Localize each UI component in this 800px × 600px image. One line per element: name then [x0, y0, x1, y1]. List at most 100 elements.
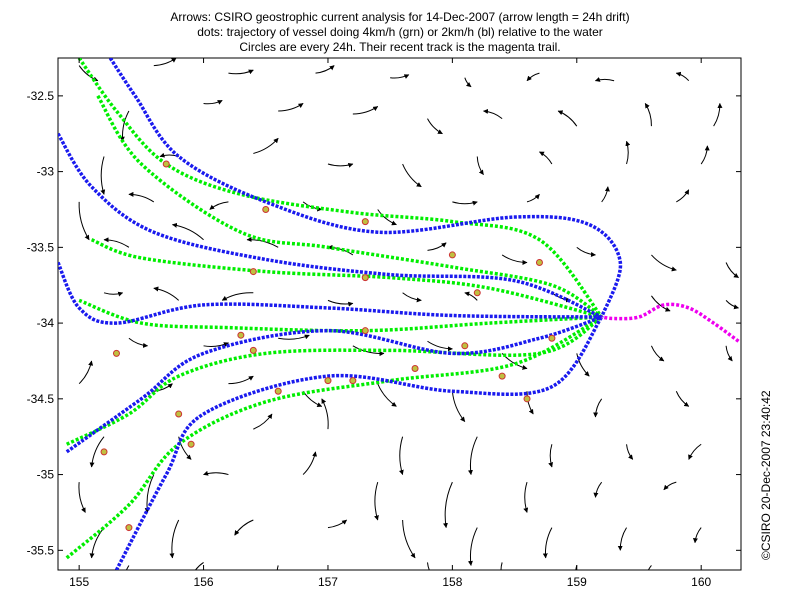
- y-tick-label: -33: [37, 165, 55, 179]
- current-arrow: [593, 481, 603, 498]
- day-marker: [361, 327, 369, 335]
- day-marker: [523, 395, 531, 403]
- slow-track: [58, 132, 603, 319]
- current-arrow: [576, 246, 596, 257]
- current-arrow: [203, 99, 223, 105]
- current-arrow: [725, 345, 733, 362]
- current-arrow: [464, 291, 478, 301]
- day-marker: [112, 349, 120, 357]
- y-tick-label: -32.5: [27, 89, 55, 103]
- current-arrow: [675, 71, 690, 82]
- current-arrow: [594, 77, 615, 82]
- day-marker: [100, 448, 108, 456]
- current-arrow: [327, 162, 354, 168]
- current-arrows: [78, 58, 739, 570]
- current-arrow: [464, 77, 472, 88]
- x-tick-label: 160: [691, 575, 711, 589]
- current-arrow: [688, 443, 702, 460]
- current-arrow: [203, 342, 229, 347]
- current-arrow: [725, 262, 739, 279]
- current-arrow: [675, 391, 690, 407]
- day-marker: [498, 372, 506, 380]
- current-arrow: [663, 481, 677, 491]
- current-arrow: [103, 237, 130, 248]
- current-arrow: [315, 65, 335, 74]
- current-arrow: [253, 413, 273, 430]
- day-marker: [448, 251, 456, 259]
- current-arrow: [276, 565, 279, 570]
- current-arrow: [601, 186, 610, 203]
- current-arrow: [501, 254, 528, 265]
- current-arrow: [153, 58, 177, 67]
- current-arrow: [617, 527, 627, 551]
- current-arrow: [128, 337, 149, 348]
- current-arrow: [103, 291, 124, 297]
- current-arrow: [209, 201, 229, 210]
- day-marker: [175, 410, 183, 418]
- current-arrow: [625, 140, 631, 165]
- current-arrow: [644, 103, 652, 127]
- current-arrow: [650, 345, 665, 362]
- title-line-1: Arrows: CSIRO geostrophic current analys…: [170, 10, 630, 24]
- current-arrow: [169, 519, 180, 559]
- title-line-2: dots: trajectory of vessel doing 4km/h (…: [197, 25, 603, 39]
- x-tick-label: 157: [318, 575, 338, 589]
- current-arrow: [427, 242, 447, 251]
- current-arrow: [526, 193, 540, 203]
- recent-track: [601, 302, 740, 343]
- current-arrow: [278, 103, 304, 112]
- current-arrow: [171, 222, 204, 241]
- current-arrow: [194, 562, 204, 570]
- current-arrow: [78, 201, 90, 241]
- day-marker: [249, 268, 257, 276]
- current-arrow: [221, 292, 254, 301]
- fast-track: [96, 94, 603, 319]
- day-marker: [461, 342, 469, 350]
- current-arrow: [89, 436, 105, 468]
- plot-area: 155 156 157 158 159 160 -32.5 -33 -33.5 -34 -34.5…: [27, 57, 742, 589]
- current-arrow: [327, 519, 348, 529]
- current-arrow: [467, 436, 478, 476]
- day-marker: [473, 289, 481, 297]
- current-arrow: [476, 156, 484, 176]
- current-arrow: [153, 383, 173, 392]
- fast-track: [65, 315, 603, 446]
- day-marker: [162, 160, 170, 168]
- current-arrow: [542, 527, 553, 559]
- current-arrow: [402, 163, 422, 188]
- current-arrow: [125, 565, 130, 570]
- current-arrow: [427, 118, 443, 135]
- chart-title: Arrows: CSIRO geostrophic current analys…: [0, 10, 800, 55]
- current-arrow: [725, 300, 739, 310]
- current-arrow: [78, 482, 86, 513]
- y-axis: -32.5 -33 -33.5 -34 -34.5 -35 -35.5: [27, 89, 741, 557]
- current-arrow: [352, 345, 385, 357]
- current-arrow: [119, 110, 130, 142]
- fast-track: [65, 315, 603, 560]
- day-marker: [361, 274, 369, 282]
- current-arrow: [377, 383, 397, 407]
- current-arrow: [321, 398, 329, 430]
- current-arrow: [467, 527, 478, 566]
- current-arrow: [327, 299, 354, 307]
- vessel-tracks: [58, 58, 740, 570]
- fast-track: [77, 58, 604, 319]
- current-arrow: [228, 69, 254, 75]
- current-arrow: [651, 254, 677, 272]
- current-arrow: [593, 398, 603, 418]
- current-arrow: [526, 391, 534, 415]
- current-arrow: [713, 102, 723, 127]
- current-arrow: [402, 292, 422, 303]
- current-arrow: [539, 151, 553, 165]
- slow-track: [58, 261, 602, 325]
- current-arrow: [692, 527, 702, 544]
- day-marker: [262, 205, 270, 213]
- fast-track: [78, 298, 602, 333]
- current-arrow: [626, 444, 634, 460]
- current-arrow: [374, 481, 379, 521]
- current-arrow: [700, 145, 710, 165]
- current-arrow: [234, 519, 254, 536]
- current-arrow: [253, 137, 279, 154]
- day-marker: [349, 377, 357, 385]
- current-arrow: [647, 565, 652, 570]
